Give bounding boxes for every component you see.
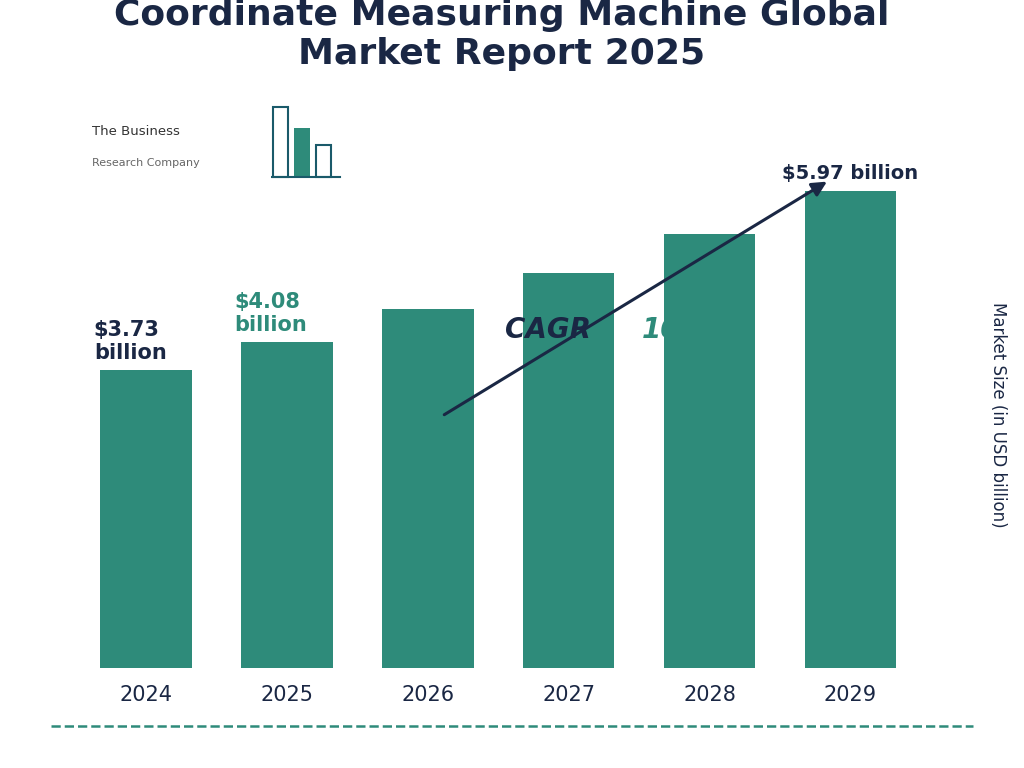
Bar	[241, 342, 333, 668]
Bar	[272, 107, 289, 177]
Bar	[805, 190, 896, 668]
Bar	[523, 273, 614, 668]
Text: CAGR: CAGR	[505, 316, 601, 344]
Bar	[100, 369, 191, 668]
Text: Research Company: Research Company	[92, 157, 200, 168]
Bar	[315, 145, 332, 177]
Text: $4.08
billion: $4.08 billion	[234, 292, 307, 336]
Bar	[382, 309, 473, 668]
Bar	[295, 127, 310, 177]
Text: The Business: The Business	[92, 125, 180, 138]
Bar	[664, 233, 756, 668]
Text: Market Size (in USD billion): Market Size (in USD billion)	[989, 302, 1008, 528]
Text: $5.97 billion: $5.97 billion	[782, 164, 919, 183]
Title: Coordinate Measuring Machine Global
Market Report 2025: Coordinate Measuring Machine Global Mark…	[114, 0, 890, 71]
Text: 10.00%: 10.00%	[642, 316, 757, 344]
Text: $3.73
billion: $3.73 billion	[94, 320, 167, 363]
